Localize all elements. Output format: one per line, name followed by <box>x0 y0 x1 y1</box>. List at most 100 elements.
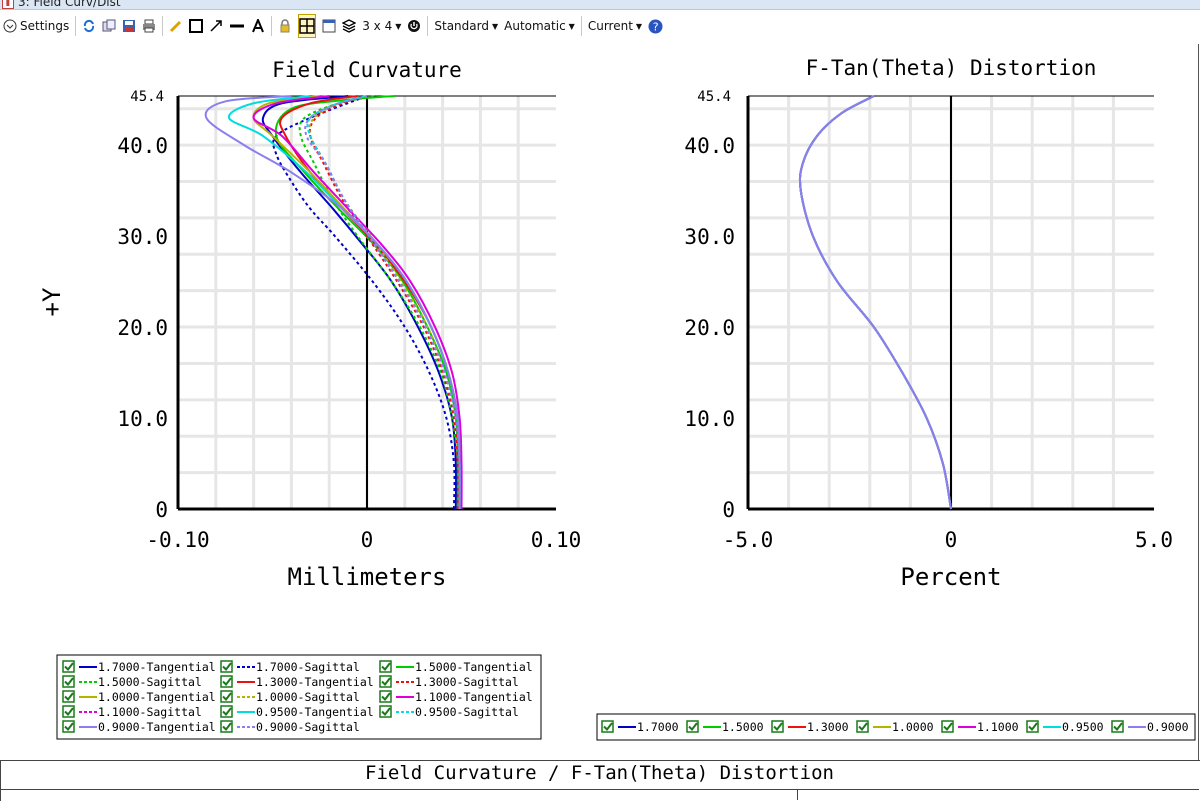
series-line-1-1000 <box>798 95 952 510</box>
legend-checkbox[interactable] <box>1111 720 1124 733</box>
window-button[interactable] <box>322 15 336 37</box>
power-button[interactable] <box>407 15 421 37</box>
legend-checkbox[interactable] <box>686 720 699 733</box>
legend-checkbox[interactable] <box>62 675 75 688</box>
rectangle-button[interactable] <box>189 15 204 37</box>
distortion-title: F-Tan(Theta) Distortion <box>806 56 1097 80</box>
legend-checkbox[interactable] <box>601 720 614 733</box>
legend-label: 1.3000-Tangential <box>256 675 374 689</box>
legend-checkbox[interactable] <box>220 690 233 703</box>
legend-label: 0.9500 <box>1062 720 1104 734</box>
window-title: 3: Field Curv/Dist <box>18 0 121 9</box>
series-line-1-1000-tangential <box>252 95 463 510</box>
y-tick-label: 30.0 <box>117 225 168 249</box>
automatic-dropdown[interactable]: Automatic ▼ <box>504 15 575 37</box>
checkmark-icon <box>64 707 74 717</box>
legend-label: 1.5000-Sagittal <box>98 675 202 689</box>
series-line-0-9000 <box>798 95 952 510</box>
footer-column-divider <box>797 789 798 800</box>
legend-label: 0.9500-Sagittal <box>415 705 519 719</box>
window-titlebar: ▮ 3: Field Curv/Dist <box>0 0 1200 10</box>
grid-toggle-button[interactable] <box>298 14 317 38</box>
print-icon <box>143 19 156 33</box>
legend-label: 1.3000 <box>807 720 849 734</box>
series-line-1-3000 <box>798 95 952 510</box>
layers-icon <box>342 19 357 33</box>
legend-label: 1.0000-Tangential <box>98 690 216 704</box>
series-line-1-3000-tangential <box>279 95 461 510</box>
legend-checkbox[interactable] <box>220 720 233 733</box>
legend-checkbox[interactable] <box>1026 720 1039 733</box>
copy-button[interactable] <box>102 15 116 37</box>
legend-checkbox[interactable] <box>62 705 75 718</box>
footer-row-divider <box>0 789 1199 790</box>
legend-checkbox[interactable] <box>379 690 392 703</box>
legend-checkbox[interactable] <box>62 660 75 673</box>
checkmark-icon <box>222 707 232 717</box>
legend-checkbox[interactable] <box>379 705 392 718</box>
help-icon: ? <box>648 19 663 33</box>
checkmark-icon <box>943 722 953 732</box>
y-tick-label: 40.0 <box>684 134 735 158</box>
pencil-button[interactable] <box>169 15 183 37</box>
y-tick-label: 20.0 <box>684 316 735 340</box>
checkmark-icon <box>381 662 391 672</box>
y-tick-label: 10.0 <box>117 407 168 431</box>
series-line-0-9500 <box>798 95 952 510</box>
legend-checkbox[interactable] <box>941 720 954 733</box>
lock-button[interactable] <box>278 15 292 37</box>
legend-checkbox[interactable] <box>379 675 392 688</box>
current-dropdown[interactable]: Current ▼ <box>588 15 642 37</box>
series-line-1-3000-sagittal <box>308 95 459 510</box>
settings-button[interactable]: Settings <box>3 15 69 37</box>
save-icon <box>123 20 136 32</box>
legend-checkbox[interactable] <box>220 705 233 718</box>
arrow-icon <box>210 20 222 32</box>
layout-dropdown[interactable]: 3 x 4 ▼ <box>362 15 401 37</box>
caret-down-icon: ▼ <box>491 21 499 31</box>
legend-checkbox[interactable] <box>220 660 233 673</box>
field-curvature-legend: 1.7000-Tangential 1.7000-Sagittal 1.5000-T… <box>56 654 542 740</box>
legend-label: 0.9500-Tangential <box>256 705 374 719</box>
field-curvature-title: Field Curvature <box>272 58 462 82</box>
legend-label: 1.5000 <box>722 720 764 734</box>
refresh-button[interactable] <box>82 15 96 37</box>
x-tick-label: 0 <box>945 528 958 552</box>
lock-icon <box>280 19 290 33</box>
checkmark-icon <box>222 662 232 672</box>
legend-label: 0.9000-Tangential <box>98 720 216 734</box>
y-tick-label: 45.4 <box>697 89 731 105</box>
legend-checkbox[interactable] <box>856 720 869 733</box>
checkmark-icon <box>858 722 868 732</box>
copy-icon <box>102 19 116 32</box>
help-button[interactable]: ? <box>648 15 663 37</box>
legend-checkbox[interactable] <box>62 720 75 733</box>
series-line-0-9000-tangential <box>204 95 461 510</box>
checkmark-icon <box>222 722 232 732</box>
document-icon: ▮ <box>2 0 14 9</box>
svg-text:?: ? <box>652 20 659 33</box>
series-line-1-7000 <box>798 95 952 510</box>
legend-checkbox[interactable] <box>379 660 392 673</box>
series-line-1-0000 <box>798 95 952 510</box>
line-button[interactable] <box>229 15 245 37</box>
legend-label: 1.7000-Sagittal <box>256 660 360 674</box>
save-button[interactable] <box>122 15 136 37</box>
panel-border <box>1198 44 1199 760</box>
field-curvature-ylabel: +Y <box>38 287 66 316</box>
layers-button[interactable] <box>342 15 357 37</box>
checkmark-icon <box>773 722 783 732</box>
y-tick-label: 0 <box>722 498 735 522</box>
legend-checkbox[interactable] <box>220 675 233 688</box>
checkmark-icon <box>222 692 232 702</box>
standard-dropdown[interactable]: Standard ▼ <box>434 15 498 37</box>
arrow-button[interactable] <box>209 15 223 37</box>
x-tick-label: 0.10 <box>531 528 582 552</box>
print-button[interactable] <box>142 15 156 37</box>
toolbar-separator <box>271 16 273 36</box>
legend-checkbox[interactable] <box>62 690 75 703</box>
legend-checkbox[interactable] <box>771 720 784 733</box>
checkmark-icon <box>64 677 74 687</box>
automatic-label: Automatic <box>504 19 566 33</box>
text-button[interactable] <box>251 15 265 37</box>
